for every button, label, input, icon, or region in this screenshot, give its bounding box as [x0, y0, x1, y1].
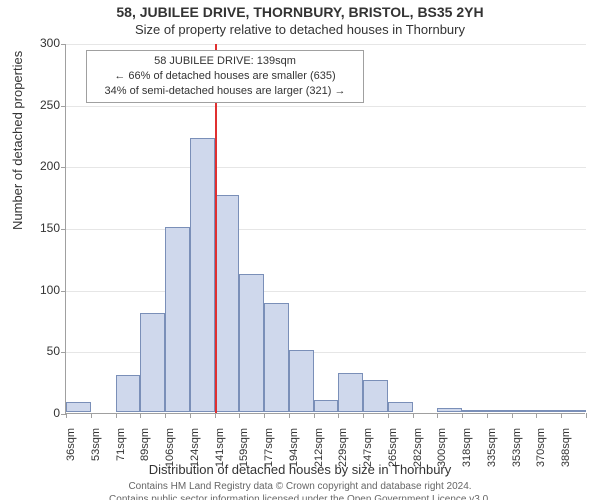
histogram-bar [165, 227, 190, 412]
x-tick [215, 413, 216, 418]
histogram-bar [487, 410, 512, 412]
x-tick [413, 413, 414, 418]
histogram-bar [338, 373, 363, 412]
y-axis-title: Number of detached properties [10, 51, 25, 230]
x-tick [66, 413, 67, 418]
annotation-line: 58 JUBILEE DRIVE: 139sqm [93, 54, 357, 69]
y-tick-label: 250 [26, 98, 60, 112]
histogram-bar [363, 380, 388, 412]
x-tick [190, 413, 191, 418]
x-tick [116, 413, 117, 418]
y-tick-label: 50 [26, 344, 60, 358]
histogram-bar [512, 410, 537, 412]
footer-line: Contains public sector information licen… [0, 494, 600, 500]
annotation-line: ← 66% of detached houses are smaller (63… [93, 69, 357, 84]
histogram-bar [561, 410, 586, 412]
histogram-bar [215, 195, 240, 412]
x-tick [338, 413, 339, 418]
x-tick [363, 413, 364, 418]
plot-area: 05010015020025030036sqm53sqm71sqm89sqm10… [65, 44, 585, 414]
y-tick-label: 300 [26, 36, 60, 50]
x-tick [140, 413, 141, 418]
gridline [66, 291, 586, 292]
histogram-bar [536, 410, 561, 412]
footer-line: Contains HM Land Registry data © Crown c… [0, 481, 600, 494]
figure-container: 58, JUBILEE DRIVE, THORNBURY, BRISTOL, B… [0, 0, 600, 500]
x-tick [264, 413, 265, 418]
histogram-bar [190, 138, 215, 412]
histogram-bar [437, 408, 462, 412]
y-tick-label: 200 [26, 159, 60, 173]
histogram-bar [289, 350, 314, 412]
gridline [66, 229, 586, 230]
annotation-box: 58 JUBILEE DRIVE: 139sqm← 66% of detache… [86, 50, 364, 103]
x-tick [165, 413, 166, 418]
x-tick [462, 413, 463, 418]
x-tick [487, 413, 488, 418]
x-tick [91, 413, 92, 418]
annotation-line: 34% of semi-detached houses are larger (… [93, 84, 357, 99]
x-tick [437, 413, 438, 418]
y-tick [61, 167, 66, 168]
page-title: 58, JUBILEE DRIVE, THORNBURY, BRISTOL, B… [0, 4, 600, 20]
x-axis-title: Distribution of detached houses by size … [0, 462, 600, 477]
x-tick [536, 413, 537, 418]
gridline [66, 167, 586, 168]
histogram-bar [66, 402, 91, 412]
histogram-bar [388, 402, 413, 412]
x-tick [586, 413, 587, 418]
x-tick [512, 413, 513, 418]
y-tick-label: 0 [26, 406, 60, 420]
plot-box: 05010015020025030036sqm53sqm71sqm89sqm10… [65, 44, 585, 414]
attribution-footer: Contains HM Land Registry data © Crown c… [0, 481, 600, 500]
y-tick [61, 229, 66, 230]
x-tick [388, 413, 389, 418]
gridline [66, 44, 586, 45]
page-subtitle: Size of property relative to detached ho… [0, 22, 600, 37]
y-tick [61, 106, 66, 107]
y-tick [61, 44, 66, 45]
histogram-bar [314, 400, 339, 412]
x-tick [314, 413, 315, 418]
x-tick [561, 413, 562, 418]
y-tick-label: 100 [26, 283, 60, 297]
histogram-bar [264, 303, 289, 412]
y-tick [61, 291, 66, 292]
histogram-bar [462, 410, 487, 412]
gridline [66, 106, 586, 107]
histogram-bar [239, 274, 264, 412]
histogram-bar [116, 375, 141, 412]
x-tick [239, 413, 240, 418]
y-tick-label: 150 [26, 221, 60, 235]
y-tick [61, 352, 66, 353]
x-tick [289, 413, 290, 418]
histogram-bar [140, 313, 165, 412]
